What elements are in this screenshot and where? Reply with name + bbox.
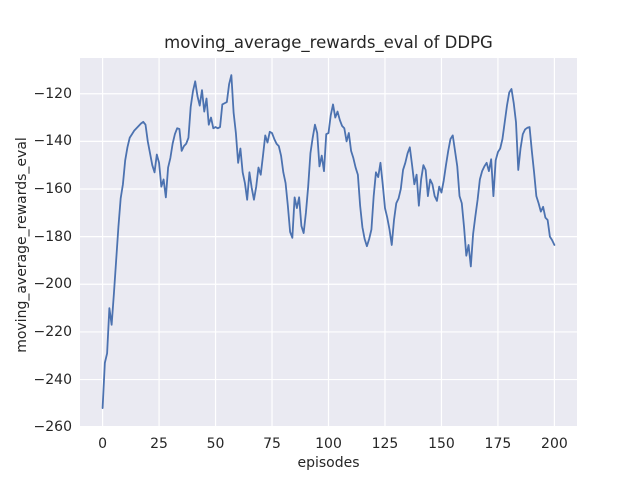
y-tick-label: −180: [33, 228, 72, 245]
chart-title: moving_average_rewards_eval of DDPG: [164, 33, 493, 52]
x-tick-label: 150: [428, 436, 455, 452]
y-axis-label-text: moving_average_rewards_eval: [14, 137, 30, 353]
x-tick-label: 75: [263, 436, 281, 452]
x-tick-label: 0: [98, 436, 108, 452]
x-tick-label: 100: [315, 436, 342, 452]
line-chart-canvas: [80, 58, 577, 428]
y-tick-label: −200: [33, 276, 72, 293]
x-tick-label: 125: [371, 436, 399, 452]
data-line: [101, 74, 556, 410]
y-tick-label: −240: [33, 371, 72, 388]
x-tick-label: 50: [206, 436, 225, 452]
y-tick-label: −220: [33, 323, 72, 340]
y-tick-label: −160: [33, 181, 72, 197]
x-tick-label: 175: [484, 436, 512, 452]
y-tick-label: −120: [33, 85, 72, 102]
y-tick-label: −140: [33, 133, 72, 150]
y-tick-label: −260: [33, 419, 72, 436]
x-tick-label: 25: [150, 436, 168, 452]
x-axis-label: episodes: [297, 455, 360, 471]
x-tick-label: 200: [541, 436, 568, 452]
plot-area: [80, 58, 577, 428]
